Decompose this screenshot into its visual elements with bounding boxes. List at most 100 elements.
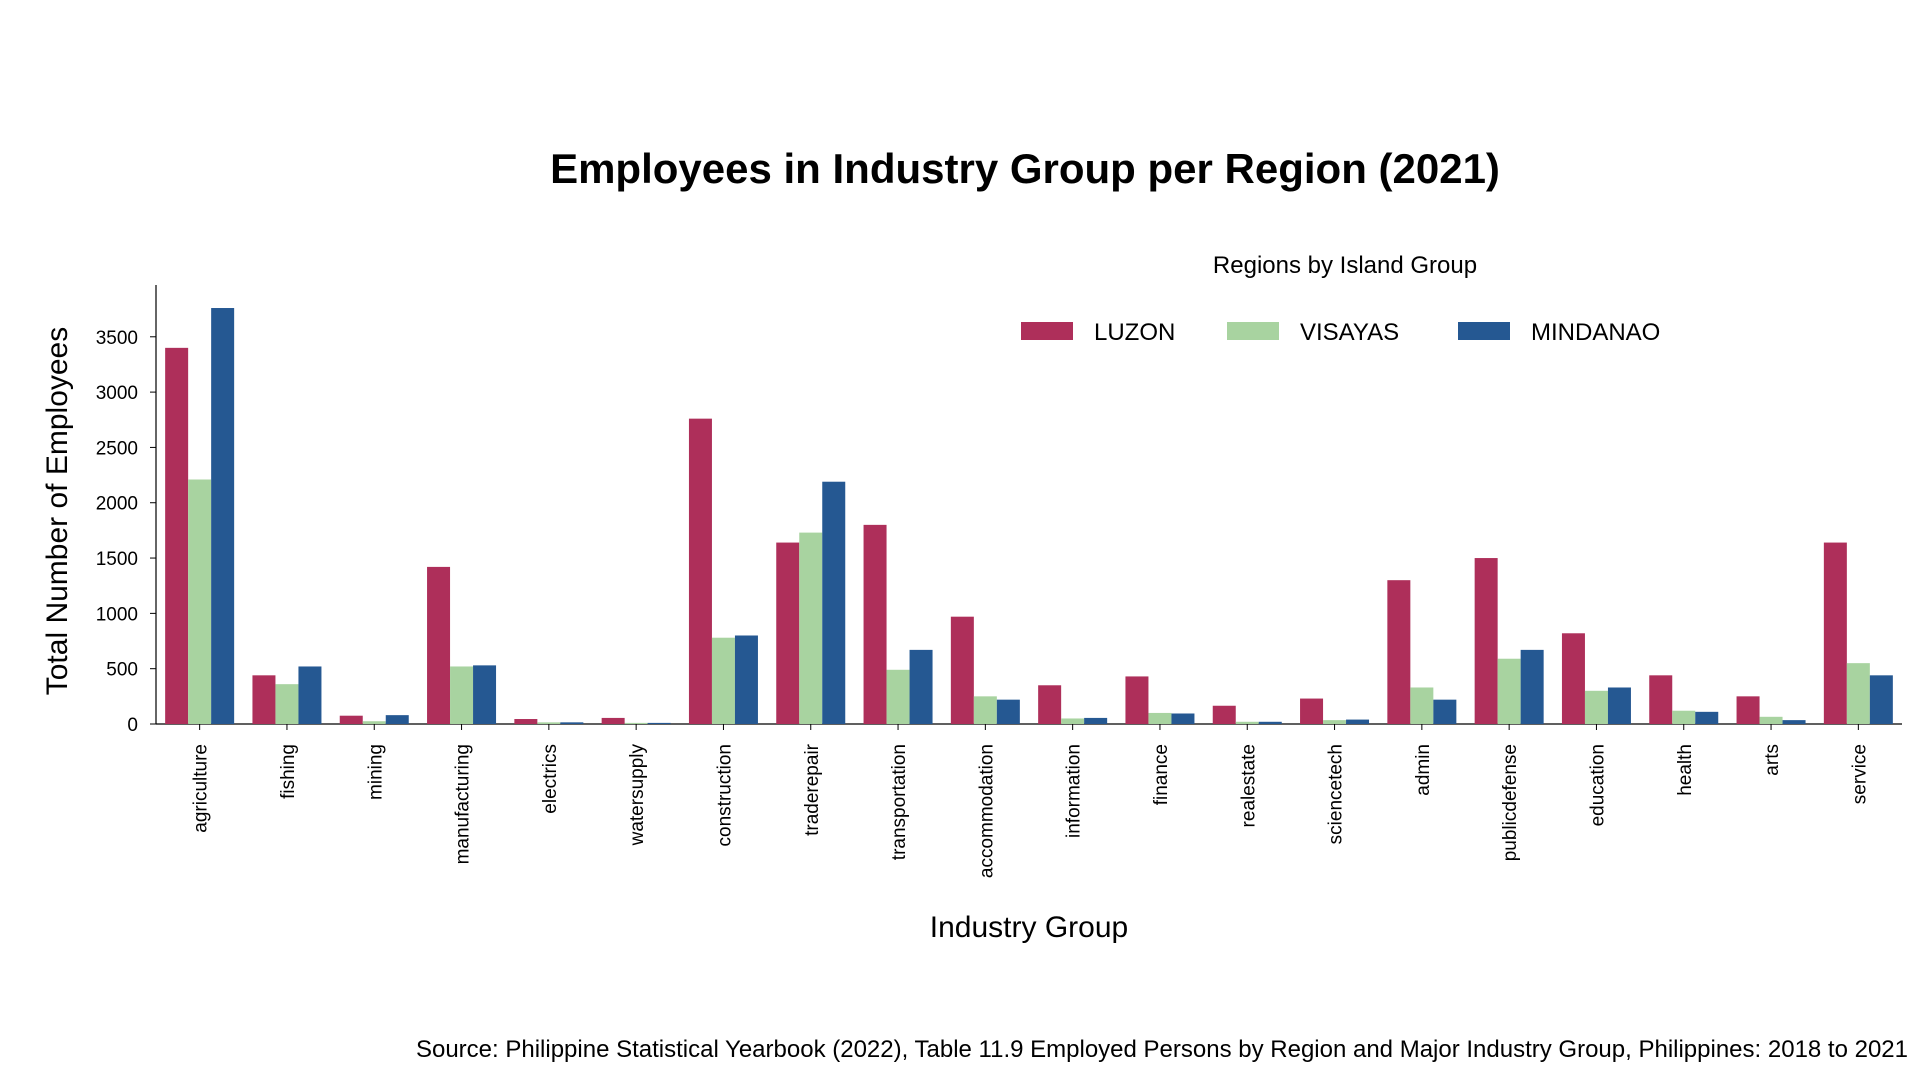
bar-luzon-fishing — [252, 675, 276, 724]
bar-luzon-admin — [1387, 580, 1411, 724]
x-tick-label-agriculture: agriculture — [191, 744, 212, 833]
legend: Regions by Island Group LUZON VISAYAS MIND… — [1021, 252, 1660, 346]
legend-title: Regions by Island Group — [1213, 252, 1477, 279]
x-tick-label-service: service — [1849, 744, 1870, 804]
x-tick-label-electrics: electrics — [540, 744, 561, 814]
source-note: Source: Philippine Statistical Yearbook … — [415, 1036, 1908, 1063]
bar-mindanao-accommodation — [996, 699, 1020, 724]
bar-mindanao-manufacturing — [473, 665, 497, 724]
x-tick-label-education: education — [1587, 744, 1608, 826]
y-tick-label: 2000 — [96, 494, 138, 515]
bar-visayas-fishing — [275, 684, 299, 724]
x-tick-label-traderepair: traderepair — [802, 743, 823, 836]
x-tick-label-finance: finance — [1151, 744, 1172, 805]
bar-mindanao-service — [1869, 675, 1893, 724]
bar-mindanao-sciencetech — [1346, 719, 1370, 724]
x-tick-label-accommodation: accommodation — [976, 744, 997, 878]
bar-luzon-education — [1561, 633, 1585, 724]
bar-visayas-realestate — [1235, 721, 1259, 724]
bar-visayas-publicdefense — [1497, 658, 1521, 724]
x-tick-label-fishing: fishing — [278, 744, 299, 799]
x-tick-label-sciencetech: sciencetech — [1326, 744, 1347, 844]
bar-visayas-information — [1061, 718, 1085, 724]
x-tick-label-arts: arts — [1762, 744, 1783, 776]
x-tick-label-publicdefense: publicdefense — [1500, 744, 1521, 861]
bar-visayas-service — [1846, 663, 1870, 724]
x-tick-label-construction: construction — [714, 744, 735, 846]
bar-visayas-transportation — [886, 669, 910, 724]
bar-luzon-sciencetech — [1300, 698, 1324, 724]
bar-luzon-electrics — [514, 719, 538, 724]
bar-visayas-sciencetech — [1323, 720, 1347, 724]
bar-visayas-accommodation — [973, 696, 997, 724]
bar-mindanao-watersupply — [647, 722, 671, 724]
y-tick-label: 500 — [106, 660, 138, 681]
x-tick-label-health: health — [1675, 744, 1696, 796]
bar-mindanao-arts — [1782, 720, 1806, 724]
bar-luzon-information — [1038, 685, 1062, 724]
legend-swatch-luzon — [1021, 322, 1073, 340]
bar-visayas-education — [1584, 690, 1608, 724]
y-tick-label: 0 — [127, 715, 138, 736]
bar-mindanao-agriculture — [211, 308, 235, 724]
x-tick-label-admin: admin — [1413, 744, 1434, 796]
bar-visayas-construction — [711, 637, 735, 724]
legend-swatch-visayas — [1227, 322, 1279, 340]
x-tick-label-realestate: realestate — [1238, 744, 1259, 827]
bar-mindanao-admin — [1433, 699, 1457, 724]
bar-mindanao-publicdefense — [1520, 649, 1544, 724]
bar-mindanao-health — [1695, 711, 1719, 724]
bar-luzon-publicdefense — [1474, 558, 1498, 724]
bar-mindanao-transportation — [909, 649, 933, 724]
bar-luzon-mining — [339, 715, 363, 724]
bar-visayas-agriculture — [188, 479, 212, 724]
bar-visayas-watersupply — [624, 722, 648, 724]
bar-visayas-electrics — [537, 722, 561, 724]
bar-mindanao-education — [1607, 687, 1631, 724]
bar-mindanao-traderepair — [822, 481, 846, 724]
x-tick-label-mining: mining — [365, 744, 386, 800]
bar-luzon-agriculture — [165, 347, 189, 724]
bar-mindanao-realestate — [1258, 721, 1282, 724]
x-tick-label-information: information — [1064, 744, 1085, 838]
legend-label-mindanao: MINDANAO — [1531, 319, 1660, 346]
bar-mindanao-construction — [734, 635, 758, 724]
bar-luzon-traderepair — [776, 542, 800, 724]
bar-mindanao-finance — [1171, 713, 1195, 724]
y-tick-label: 1500 — [96, 549, 138, 570]
bar-visayas-manufacturing — [450, 666, 474, 724]
x-tick-label-transportation: transportation — [889, 744, 910, 860]
x-axis-label: Industry Group — [930, 911, 1128, 944]
y-tick-label: 2500 — [96, 438, 138, 459]
bar-visayas-finance — [1148, 712, 1172, 724]
bar-mindanao-mining — [385, 715, 409, 724]
bar-luzon-service — [1823, 542, 1847, 724]
plot-area: 0 500 1000 1500 2000 2500 3000 3500 agriculture f… — [96, 285, 1902, 878]
bar-luzon-watersupply — [601, 717, 625, 724]
bar-visayas-mining — [362, 721, 386, 724]
bar-luzon-accommodation — [950, 616, 974, 724]
bar-luzon-construction — [688, 418, 712, 724]
bar-visayas-arts — [1759, 716, 1783, 724]
bar-visayas-traderepair — [799, 532, 823, 724]
bar-mindanao-fishing — [298, 666, 322, 724]
y-tick-label: 1000 — [96, 604, 138, 625]
bar-luzon-transportation — [863, 524, 887, 724]
bar-visayas-health — [1672, 710, 1696, 724]
bar-luzon-realestate — [1212, 705, 1236, 724]
x-tick-label-watersupply: watersupply — [627, 744, 648, 847]
bar-luzon-manufacturing — [427, 566, 451, 724]
legend-swatch-mindanao — [1458, 322, 1510, 340]
bar-luzon-arts — [1736, 696, 1760, 724]
x-tick-label-manufacturing: manufacturing — [453, 744, 474, 864]
bar-luzon-finance — [1125, 676, 1149, 724]
legend-label-luzon: LUZON — [1094, 319, 1175, 346]
chart-title: Employees in Industry Group per Region (… — [550, 145, 1500, 192]
y-tick-label: 3500 — [96, 328, 138, 349]
y-axis-label: Total Number of Employees — [41, 327, 74, 696]
bar-mindanao-electrics — [560, 722, 584, 724]
bar-visayas-admin — [1410, 687, 1434, 724]
bar-luzon-health — [1649, 675, 1673, 724]
